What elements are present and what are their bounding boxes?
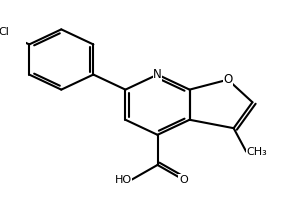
Text: CH₃: CH₃ [246, 147, 267, 157]
Text: HO: HO [114, 175, 132, 185]
Text: N: N [153, 68, 162, 81]
Text: O: O [223, 73, 232, 86]
Text: O: O [179, 175, 188, 185]
Text: Cl: Cl [0, 27, 9, 37]
